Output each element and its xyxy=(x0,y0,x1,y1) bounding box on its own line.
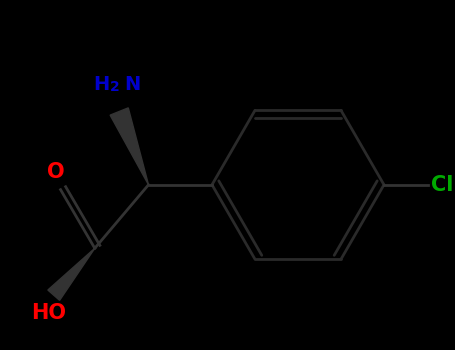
Text: H: H xyxy=(93,75,109,94)
Text: HO: HO xyxy=(31,303,66,323)
Text: N: N xyxy=(124,75,140,94)
Text: 2: 2 xyxy=(109,80,119,94)
Polygon shape xyxy=(110,108,148,185)
Text: Cl: Cl xyxy=(431,175,453,195)
Text: O: O xyxy=(47,162,65,182)
Polygon shape xyxy=(48,248,95,300)
